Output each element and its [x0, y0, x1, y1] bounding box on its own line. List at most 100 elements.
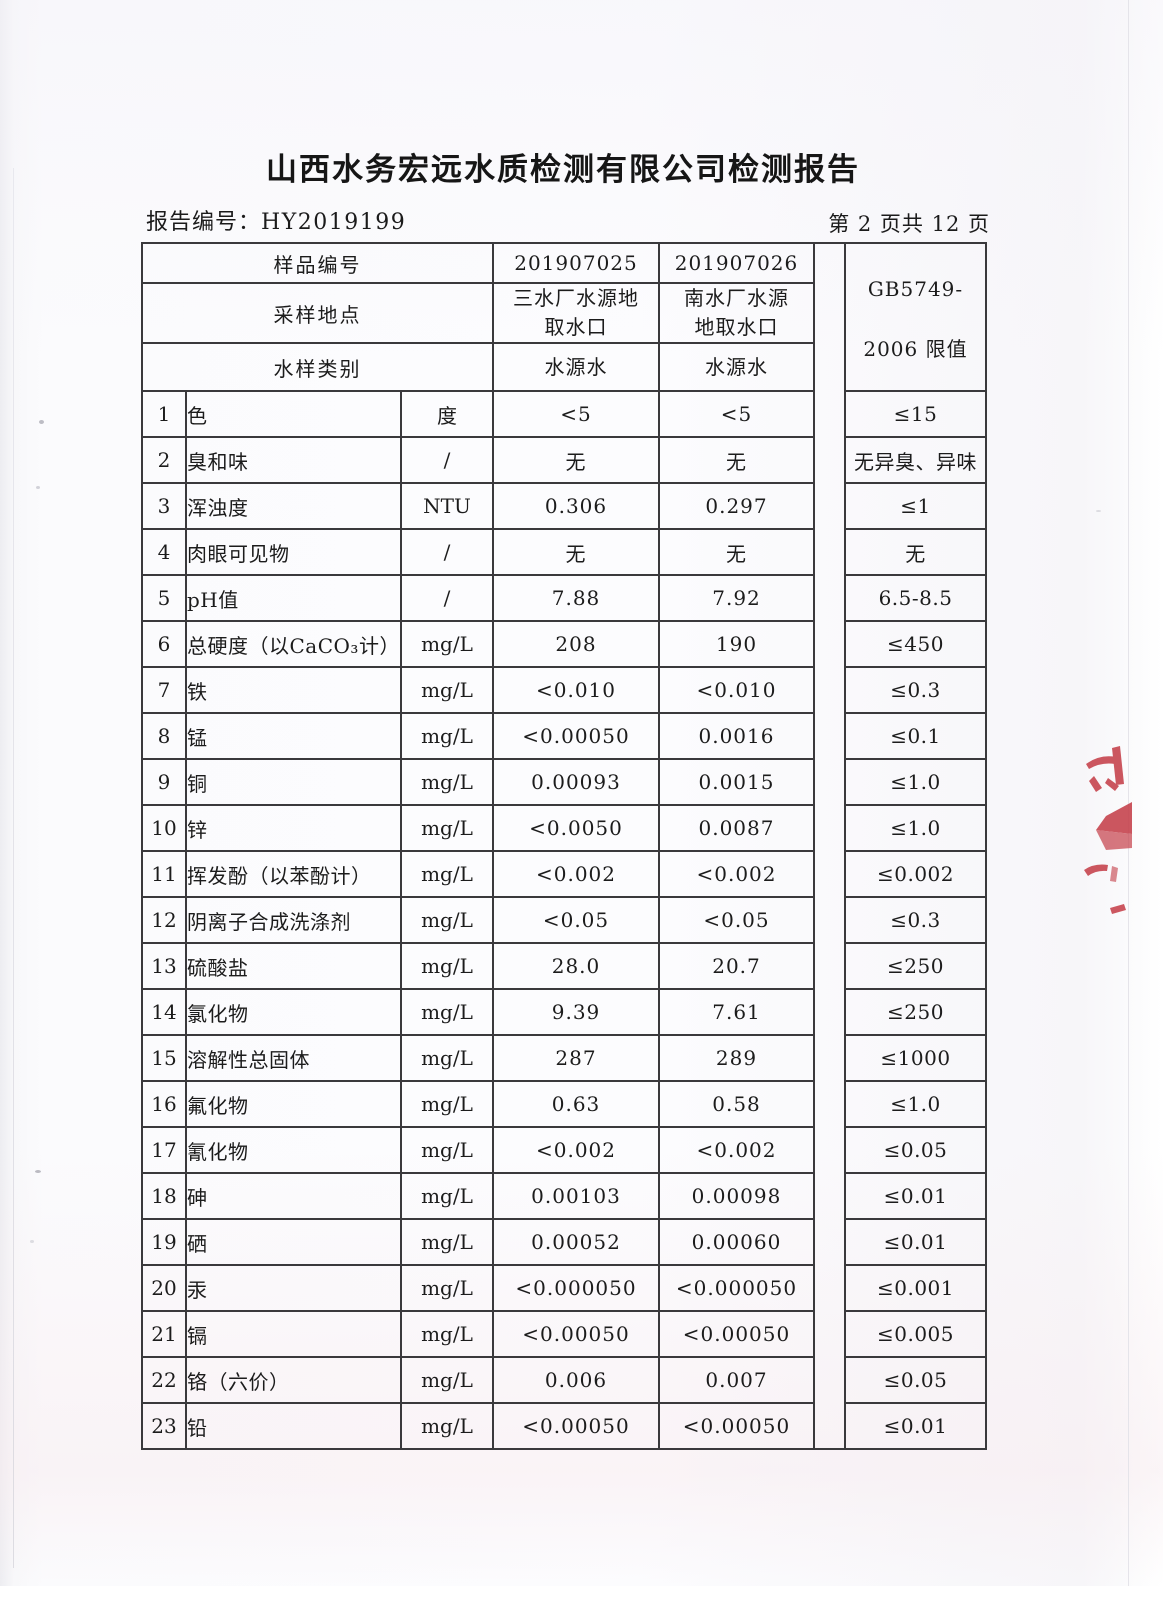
table-row: 13 硫酸盐 mg/L 28.0 20.7 ≤250 [141, 942, 987, 990]
cell-sample1-value: <0.000050 [492, 1264, 660, 1312]
cell-limit-value: ≤15 [844, 390, 987, 438]
cell-sample2-value: <0.05 [658, 896, 815, 944]
cell-sample1-value: 无 [492, 528, 660, 576]
scan-speck [1096, 510, 1101, 512]
sample2-type: 水源水 [658, 342, 815, 392]
sample2-site: 南水厂水源 地取水口 [658, 282, 815, 344]
table-row: 6 总硬度（以CaCO₃计） mg/L 208 190 ≤450 [141, 620, 987, 668]
cell-sample2-value: <0.000050 [658, 1264, 815, 1312]
cell-limit-value: 无 [844, 528, 987, 576]
cell-unit: mg/L [400, 1034, 494, 1082]
cell-sample1-value: <0.002 [492, 850, 660, 898]
cell-limit-value: ≤1.0 [844, 804, 987, 852]
table-row: 18 砷 mg/L 0.00103 0.00098 ≤0.01 [141, 1172, 987, 1220]
cell-unit: mg/L [400, 758, 494, 806]
cell-unit: mg/L [400, 1264, 494, 1312]
cell-row-number: 13 [141, 942, 187, 990]
cell-sample1-value: 28.0 [492, 942, 660, 990]
cell-item-name: pH值 [185, 574, 402, 622]
seal-marks [1084, 746, 1132, 914]
red-seal-stamp-fragment [1072, 738, 1132, 923]
page-indicator: 第 2 页共 12 页 [828, 212, 990, 236]
cell-sample1-value: 7.88 [492, 574, 660, 622]
limit-column-header: GB5749- 2006 限值 [844, 242, 987, 392]
cell-sample1-value: <0.010 [492, 666, 660, 714]
cell-item-name: 挥发酚（以苯酚计） [185, 850, 402, 898]
cell-limit-value: ≤1.0 [844, 1080, 987, 1128]
cell-unit: / [400, 574, 494, 622]
table-row: 10 锌 mg/L <0.0050 0.0087 ≤1.0 [141, 804, 987, 852]
cell-item-name: 氰化物 [185, 1126, 402, 1174]
cell-unit: mg/L [400, 620, 494, 668]
cell-sample1-value: <0.05 [492, 896, 660, 944]
cell-limit-value: 无异臭、异味 [844, 436, 987, 484]
cell-item-name: 锌 [185, 804, 402, 852]
cell-unit: NTU [400, 482, 494, 530]
cell-sample1-value: <5 [492, 390, 660, 438]
table-row: 1 色 度 <5 <5 ≤15 [141, 390, 987, 438]
cell-sample2-value: 7.61 [658, 988, 815, 1036]
cell-sample1-value: 0.00093 [492, 758, 660, 806]
cell-item-name: 铅 [185, 1402, 402, 1450]
scan-speck [39, 420, 44, 424]
cell-sample2-value: <0.002 [658, 1126, 815, 1174]
cell-unit: mg/L [400, 1356, 494, 1404]
cell-sample2-value: 0.0015 [658, 758, 815, 806]
cell-sample1-value: <0.0050 [492, 804, 660, 852]
cell-unit: mg/L [400, 942, 494, 990]
cell-sample2-value: 7.92 [658, 574, 815, 622]
cell-row-number: 1 [141, 390, 187, 438]
sample1-site: 三水厂水源地 取水口 [492, 282, 660, 344]
cell-limit-value: ≤1 [844, 482, 987, 530]
report-number-line: 报告编号：HY2019199 [146, 204, 406, 236]
cell-unit: mg/L [400, 666, 494, 714]
red-seal-svg [1084, 746, 1132, 914]
cell-item-name: 硒 [185, 1218, 402, 1266]
cell-unit: / [400, 528, 494, 576]
cell-sample2-value: 0.58 [658, 1080, 815, 1128]
cell-row-number: 20 [141, 1264, 187, 1312]
sample1-id: 201907025 [492, 242, 660, 284]
cell-row-number: 22 [141, 1356, 187, 1404]
cell-sample1-value: 9.39 [492, 988, 660, 1036]
cell-unit: / [400, 436, 494, 484]
cell-sample1-value: <0.00050 [492, 712, 660, 760]
cell-sample2-value: 0.297 [658, 482, 815, 530]
cell-sample2-value: 无 [658, 436, 815, 484]
cell-sample2-value: 无 [658, 528, 815, 576]
cell-limit-value: ≤1.0 [844, 758, 987, 806]
limit-header-line2: 2006 限值 [863, 336, 968, 361]
table-row: 16 氟化物 mg/L 0.63 0.58 ≤1.0 [141, 1080, 987, 1128]
cell-limit-value: ≤250 [844, 988, 987, 1036]
cell-row-number: 8 [141, 712, 187, 760]
cell-unit: mg/L [400, 1402, 494, 1450]
cell-row-number: 15 [141, 1034, 187, 1082]
table-row: 8 锰 mg/L <0.00050 0.0016 ≤0.1 [141, 712, 987, 760]
cell-item-name: 溶解性总固体 [185, 1034, 402, 1082]
table-row: 4 肉眼可见物 / 无 无 无 [141, 528, 987, 576]
cell-row-number: 7 [141, 666, 187, 714]
cell-row-number: 4 [141, 528, 187, 576]
table-row: 15 溶解性总固体 mg/L 287 289 ≤1000 [141, 1034, 987, 1082]
table-row: 11 挥发酚（以苯酚计） mg/L <0.002 <0.002 ≤0.002 [141, 850, 987, 898]
cell-sample1-value: 0.63 [492, 1080, 660, 1128]
cell-limit-value: ≤450 [844, 620, 987, 668]
cell-sample2-value: 0.0087 [658, 804, 815, 852]
cell-sample2-value: <0.010 [658, 666, 815, 714]
cell-item-name: 臭和味 [185, 436, 402, 484]
table-row: 20 汞 mg/L <0.000050 <0.000050 ≤0.001 [141, 1264, 987, 1312]
cell-limit-value: ≤0.3 [844, 896, 987, 944]
cell-row-number: 9 [141, 758, 187, 806]
cell-item-name: 锰 [185, 712, 402, 760]
cell-limit-value: ≤250 [844, 942, 987, 990]
cell-item-name: 硫酸盐 [185, 942, 402, 990]
cell-unit: mg/L [400, 1218, 494, 1266]
cell-sample2-value: <5 [658, 390, 815, 438]
cell-item-name: 铜 [185, 758, 402, 806]
scan-speck [30, 1240, 34, 1243]
cell-unit: mg/L [400, 1080, 494, 1128]
table-row: 9 铜 mg/L 0.00093 0.0015 ≤1.0 [141, 758, 987, 806]
cell-unit: mg/L [400, 1126, 494, 1174]
meta-row-sample-type: 水样类别 水源水 水源水 [141, 342, 986, 392]
cell-item-name: 色 [185, 390, 402, 438]
